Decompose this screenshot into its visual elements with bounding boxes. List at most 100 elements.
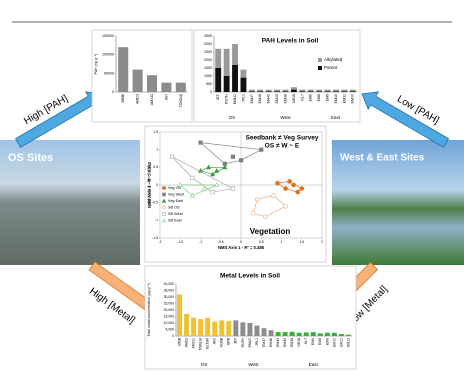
point [288, 179, 292, 183]
y-tick-label: 150000 [102, 34, 114, 38]
y-tick-label: 3000 [204, 42, 212, 46]
bar [254, 326, 259, 336]
bar [318, 333, 323, 336]
bar-segment [232, 44, 238, 65]
y-tick-label: 0 [156, 183, 158, 187]
legend-label: Veg West [168, 193, 185, 197]
bar-segment [341, 91, 347, 92]
legend-marker [163, 213, 166, 216]
x-tick-label: EM47 [262, 338, 266, 347]
bar [332, 333, 337, 336]
x-tick-label: EM38 [290, 338, 294, 347]
y-tick-label: 50000 [104, 71, 114, 75]
y-tick-label: 20,000 [164, 308, 174, 312]
x-tick-label: EM9 [325, 338, 329, 345]
legend-label: Alkylated [324, 57, 343, 62]
bar-segment [240, 70, 246, 78]
x-tick-label: EM11 [339, 338, 343, 347]
bar [177, 294, 182, 336]
chart-frame [145, 266, 356, 369]
x-tick-label: JPL1 [241, 94, 245, 102]
y-tick-label: 3500 [204, 34, 212, 38]
y-tick-label: 10,000 [164, 321, 174, 325]
x-tick-label: EM48 [269, 338, 273, 347]
bar-segment [249, 91, 255, 92]
x-tick-label: EM48 [258, 94, 262, 103]
x-tick-label: EMLD [233, 94, 237, 104]
point [271, 194, 275, 198]
graphical-abstract: OS Sites West & East Sites High [PAH]Low… [0, 0, 464, 371]
group-label: OS [201, 362, 208, 367]
bar-segment [333, 90, 339, 92]
bar-segment [291, 87, 297, 89]
x-tick-label: EMLD [248, 337, 252, 347]
x-tick-label: -1.5 [177, 240, 183, 244]
chart: NMS Axis 2 - R² = 0.352-1.5-1-0.500.511.… [145, 126, 326, 262]
bar [247, 323, 252, 336]
bar [311, 332, 316, 336]
x-tick-label: JKN [213, 337, 217, 344]
group-label: East [331, 115, 341, 120]
x-tick-label: -1 [199, 240, 202, 244]
point [239, 158, 243, 162]
bar [176, 83, 186, 92]
annotation: Seedbank ≠ Veg Survey [246, 135, 319, 142]
x-tick-label: EM47 [250, 94, 254, 103]
y-tick-label: 0.5 [153, 165, 158, 169]
y-axis-label: PAH (ng g⁻¹) [94, 54, 98, 75]
legend-label: Parent [324, 65, 338, 70]
y-tick-label: 40,000 [164, 282, 174, 286]
y-tick-label: 0 [112, 90, 114, 94]
bar [304, 332, 309, 336]
point [191, 176, 195, 180]
bar [297, 333, 302, 336]
bar-segment [215, 49, 221, 68]
x-tick-label: EM45 [283, 338, 287, 347]
bar-segment [333, 91, 339, 92]
y-tick-label: 35,000 [164, 288, 174, 292]
bar [346, 335, 351, 336]
point [255, 197, 259, 201]
bar-segment [325, 90, 331, 92]
x-tick-label: EM6 [309, 94, 313, 101]
y-tick-label: 25,000 [164, 301, 174, 305]
x-tick-label: EM11 [342, 94, 346, 103]
x-tick-label: NL7 [300, 94, 304, 101]
bar [269, 330, 274, 336]
bar-segment [232, 65, 238, 92]
bar-segment [224, 49, 230, 76]
point [251, 211, 255, 215]
x-tick-label: TOK818 [199, 338, 203, 351]
x-tick-label: NL7 [304, 338, 308, 344]
legend-swatch [318, 58, 322, 62]
x-tick-label: -0.5 [218, 240, 224, 244]
y-tick-label: 1500 [204, 66, 212, 70]
bar [276, 332, 281, 336]
bar-segment [257, 90, 263, 92]
bar [212, 322, 217, 336]
chart-title: PAH Levels in Soil [262, 38, 319, 45]
y-axis-label: Total metal concentration (µg g⁻¹) [147, 283, 151, 337]
bar [339, 334, 344, 336]
bar [283, 332, 288, 336]
y-axis-label: NMS Axis 2 - R² = 0.352 [147, 161, 152, 208]
bar-segment [308, 90, 314, 92]
bar [325, 333, 330, 336]
x-tick-label: EM38 [283, 94, 287, 103]
chart: PAH (ng g⁻¹)050000100000150000MMBAMD3AM3… [92, 30, 192, 122]
x-tick-label: AM311 [191, 338, 195, 349]
bar [198, 319, 203, 336]
x-tick-label: BPB [227, 337, 231, 345]
x-tick-label: JPL1 [255, 338, 259, 346]
x-tick-label: JKN [164, 94, 168, 101]
point [292, 183, 296, 187]
point [296, 190, 300, 194]
x-tick-label: EM10 [334, 94, 338, 103]
bar-segment [274, 90, 280, 92]
bar [133, 70, 143, 92]
x-tick-label: EM6 [311, 338, 315, 345]
y-tick-label: 5,000 [166, 327, 175, 331]
point [284, 187, 288, 191]
point [300, 187, 304, 191]
x-tick-label: 0.5 [259, 240, 264, 244]
